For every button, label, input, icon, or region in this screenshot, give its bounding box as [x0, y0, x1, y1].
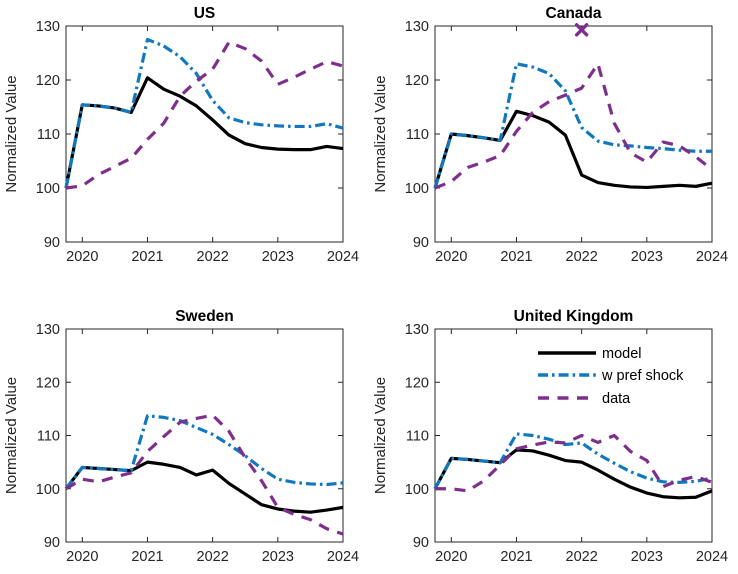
y-tick-label: 120 [405, 375, 429, 391]
legend-label-data: data [602, 391, 631, 407]
series-line-pref_shock [64, 414, 344, 490]
panel-united-kingdom: United Kingdom Normalized Value 2020 2021 20… [369, 287, 738, 574]
y-tick-label: 100 [36, 181, 60, 197]
series-line-data [65, 413, 344, 536]
y-tick-label: 90 [413, 235, 429, 251]
y-tick-label: 100 [405, 181, 429, 197]
y-axis-label: Normalized Value [3, 75, 20, 192]
series-line-pref_shock [433, 432, 713, 490]
axes-box [434, 328, 713, 543]
y-tick-label: 130 [405, 322, 429, 338]
y-tick-label: 120 [405, 73, 429, 89]
outlier-x-marker [574, 23, 589, 37]
panel-title: Canada [546, 5, 602, 22]
x-tick-label: 2022 [566, 549, 598, 565]
panel-title: US [194, 5, 216, 22]
x-tick-label: 2021 [131, 249, 163, 265]
x-tick-label: 2023 [631, 249, 663, 265]
x-marker-stroke [574, 23, 589, 37]
panel-title: United Kingdom [514, 308, 634, 325]
x-tick-label: 2024 [696, 549, 728, 565]
series-line-data [435, 433, 713, 493]
y-tick-label: 90 [413, 535, 429, 551]
panel-title: Sweden [175, 308, 234, 325]
chart-svg: Sweden Normalized Value 2020 2021 2022 2023 20… [3, 308, 359, 565]
panel-us: US Normalized Value 2020 2021 2022 2023 2024 90… [0, 0, 369, 287]
series-line-data [434, 62, 713, 190]
legend: model w pref shock data [538, 346, 684, 407]
y-tick-label: 120 [36, 73, 60, 89]
y-tick-label: 90 [44, 535, 60, 551]
y-tick-label: 130 [405, 19, 429, 35]
y-tick-label: 110 [37, 429, 60, 445]
x-tick-label: 2020 [66, 249, 98, 265]
series-line-model [64, 460, 344, 514]
y-axis-label: Normalized Value [3, 377, 20, 494]
x-tick-label: 2024 [696, 249, 728, 265]
y-tick-label: 130 [36, 322, 60, 338]
panel-canada: Canada Normalized Value 2020 2021 2022 2023 20… [369, 0, 738, 287]
x-tick-label: 2022 [197, 249, 229, 265]
y-tick-label: 90 [44, 235, 60, 251]
x-tick-label: 2022 [197, 549, 229, 565]
chart-svg: United Kingdom Normalized Value 2020 2021 20… [372, 308, 728, 565]
series-line-model [433, 448, 713, 500]
series-line-pref_shock [433, 62, 712, 189]
y-tick-label: 110 [406, 127, 429, 143]
y-tick-label: 110 [37, 127, 60, 143]
y-tick-label: 110 [406, 429, 429, 445]
legend-label-pref_shock: w pref shock [601, 368, 684, 384]
chart-svg: US Normalized Value 2020 2021 2022 2023 2024 90… [3, 5, 359, 265]
y-axis-label: Normalized Value [372, 377, 389, 494]
axes-box [434, 25, 713, 243]
legend-label-model: model [602, 346, 642, 362]
chart-svg: Canada Normalized Value 2020 2021 2022 2023 20… [372, 5, 728, 265]
x-tick-label: 2024 [327, 249, 359, 265]
x-tick-label: 2021 [500, 249, 532, 265]
x-tick-label: 2024 [327, 549, 359, 565]
y-tick-label: 120 [36, 375, 60, 391]
x-tick-label: 2022 [566, 249, 598, 265]
x-tick-label: 2021 [500, 549, 532, 565]
x-tick-label: 2020 [435, 249, 467, 265]
axes-box [65, 25, 344, 243]
y-axis-label: Normalized Value [372, 75, 389, 192]
y-tick-label: 130 [36, 19, 60, 35]
x-tick-label: 2023 [631, 549, 663, 565]
y-tick-label: 100 [405, 482, 429, 498]
series-line-data [65, 40, 344, 190]
x-tick-label: 2023 [262, 549, 294, 565]
series-line-model [64, 76, 344, 189]
x-tick-label: 2023 [262, 249, 294, 265]
x-tick-label: 2020 [66, 549, 98, 565]
panel-sweden: Sweden Normalized Value 2020 2021 2022 2023 20… [0, 287, 369, 574]
series-line-pref_shock [64, 37, 344, 189]
y-tick-label: 100 [36, 482, 60, 498]
x-tick-label: 2020 [435, 549, 467, 565]
x-tick-label: 2021 [131, 549, 163, 565]
